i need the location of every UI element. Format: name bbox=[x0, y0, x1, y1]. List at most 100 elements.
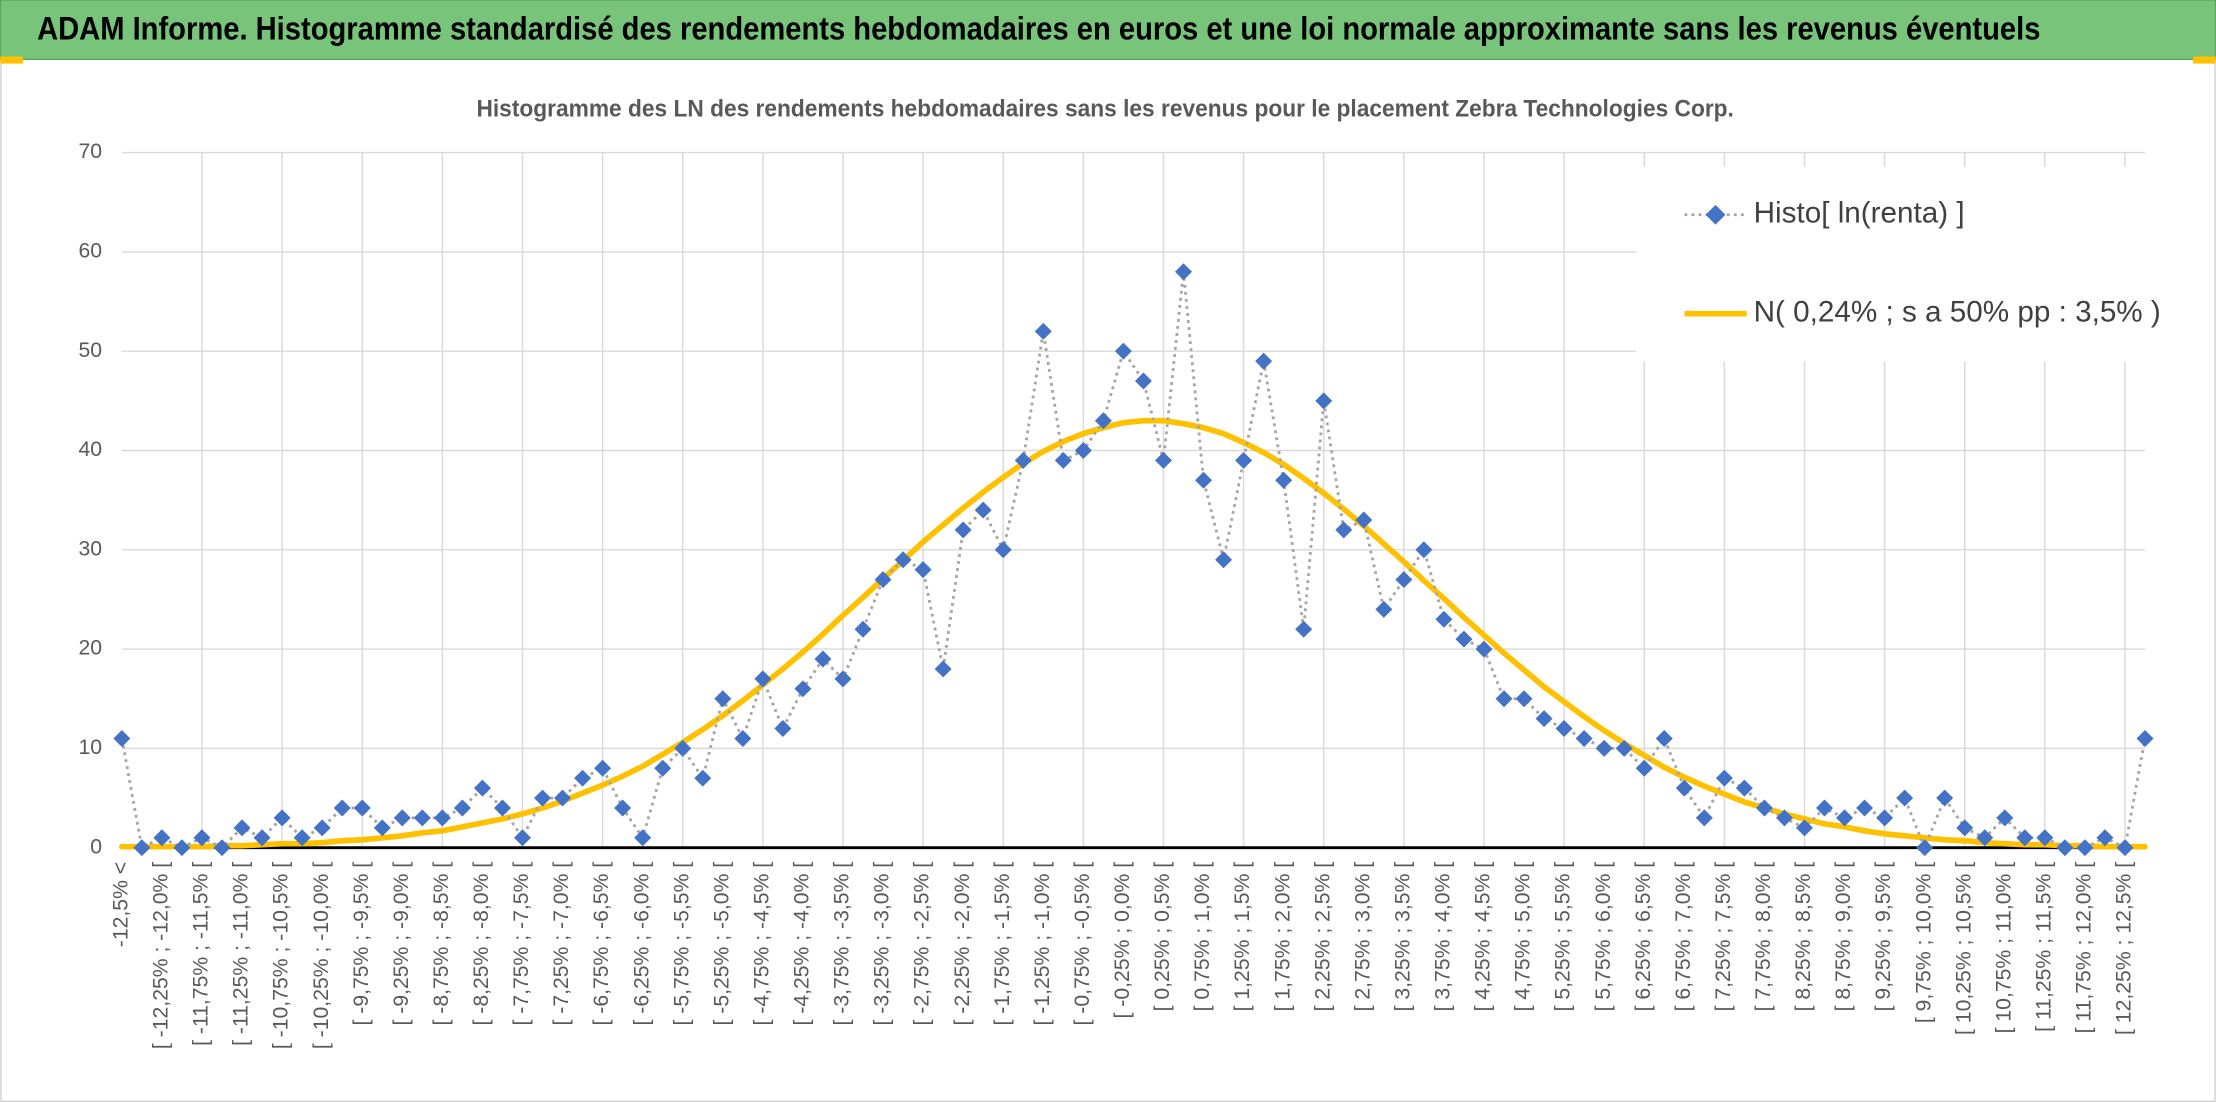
histogram-point bbox=[574, 769, 592, 787]
histogram-point bbox=[1495, 690, 1513, 708]
x-tick-label: [ -0,25% ; 0,0% [ bbox=[1111, 862, 1134, 1019]
histogram-point bbox=[814, 650, 832, 668]
histogram-point bbox=[1034, 322, 1052, 340]
histogram-point bbox=[1315, 392, 1333, 410]
histogram-point bbox=[393, 809, 411, 827]
histogram-point bbox=[2056, 839, 2074, 857]
histogram-point bbox=[714, 690, 732, 708]
histogram-point bbox=[1896, 789, 1914, 807]
histogram-point bbox=[173, 839, 191, 857]
x-tick-label: [ -3,75% ; -3,5% [ bbox=[831, 862, 854, 1026]
x-tick-label: [ -5,75% ; -5,5% [ bbox=[670, 862, 693, 1026]
x-tick-label: [ 10,25% ; 10,5% [ bbox=[1952, 862, 1975, 1035]
x-tick-label: -12,5% < bbox=[109, 862, 132, 947]
x-tick-label: [ -2,75% ; -2,5% [ bbox=[911, 862, 934, 1026]
histogram-point bbox=[1555, 720, 1573, 738]
x-tick-label: [ -7,25% ; -7,0% [ bbox=[550, 862, 573, 1026]
histogram-point bbox=[834, 670, 852, 688]
histogram-point bbox=[373, 819, 391, 837]
histogram-point bbox=[1515, 690, 1533, 708]
x-tick-label: [ 1,75% ; 2,0% [ bbox=[1271, 862, 1294, 1012]
x-tick-label: [ 3,25% ; 3,5% [ bbox=[1391, 862, 1414, 1012]
histogram-point bbox=[694, 769, 712, 787]
histogram-point bbox=[1635, 759, 1653, 777]
header-bar bbox=[0, 0, 2216, 61]
x-tick-label: [ 9,75% ; 10,0% [ bbox=[1912, 862, 1935, 1023]
x-tick-label: [ -5,25% ; -5,0% [ bbox=[710, 862, 733, 1026]
x-tick-label: [ 2,75% ; 3,0% [ bbox=[1351, 862, 1374, 1012]
histogram-point bbox=[854, 620, 872, 638]
histogram-point bbox=[313, 819, 331, 837]
x-tick-label: [ 5,75% ; 6,0% [ bbox=[1592, 862, 1615, 1012]
x-tick-label: [ 0,25% ; 0,5% [ bbox=[1151, 862, 1174, 1012]
x-tick-label: [ -3,25% ; -3,0% [ bbox=[871, 862, 894, 1026]
histogram-point bbox=[293, 829, 311, 847]
accent bbox=[2193, 56, 2216, 64]
histogram-point bbox=[153, 829, 171, 847]
histogram-point bbox=[1916, 839, 1934, 857]
x-tick-label: [ -11,25% ; -11,0% [ bbox=[230, 862, 253, 1046]
histogram-point bbox=[954, 521, 972, 539]
legend: Histo[ ln(renta) ] N( 0,24% ; s a 50% pp … bbox=[1636, 166, 2161, 362]
y-tick-label: 10 bbox=[78, 736, 102, 759]
histogram-point bbox=[1355, 511, 1373, 529]
histogram-point bbox=[1094, 412, 1112, 430]
x-tick-label: [ 2,25% ; 2,5% [ bbox=[1311, 862, 1334, 1012]
y-tick-label: 60 bbox=[78, 239, 102, 262]
histogram-point bbox=[473, 779, 491, 797]
header-title: ADAM Informe. Histogramme standardisé de… bbox=[37, 11, 2040, 47]
x-tick-label: [ -4,75% ; -4,5% [ bbox=[750, 862, 773, 1026]
histogram-point bbox=[453, 799, 471, 817]
x-tick-label: [ 0,75% ; 1,0% [ bbox=[1191, 862, 1214, 1012]
histogram-point bbox=[1996, 809, 2014, 827]
histogram-point bbox=[1735, 779, 1753, 797]
grid bbox=[121, 151, 2146, 849]
histogram-point bbox=[1134, 372, 1152, 390]
x-tick-label: [ -7,75% ; -7,5% [ bbox=[510, 862, 533, 1026]
y-tick-label: 30 bbox=[78, 537, 102, 560]
accent bbox=[0, 56, 23, 64]
histogram-point bbox=[614, 799, 632, 817]
x-tick-label: [ -8,25% ; -8,0% [ bbox=[470, 862, 493, 1026]
x-tick-label: [ 3,75% ; 4,0% [ bbox=[1432, 862, 1455, 1012]
y-tick-label: 50 bbox=[78, 339, 102, 362]
histogram-point bbox=[774, 720, 792, 738]
histogram-point bbox=[994, 541, 1012, 559]
x-tick-label: [ -1,25% ; -1,0% [ bbox=[1031, 862, 1054, 1026]
histogram-point bbox=[1455, 630, 1473, 648]
x-tick-label: [ -6,75% ; -6,5% [ bbox=[590, 862, 613, 1026]
x-tick-label: [ 4,75% ; 5,0% [ bbox=[1512, 862, 1535, 1012]
histogram-point bbox=[353, 799, 371, 817]
x-tick-label: [ 5,25% ; 5,5% [ bbox=[1552, 862, 1575, 1012]
histogram-point bbox=[1375, 600, 1393, 618]
x-tick-label: [ 11,25% ; 11,5% [ bbox=[2032, 862, 2055, 1032]
x-tick-label: [ -9,75% ; -9,5% [ bbox=[350, 862, 373, 1026]
histogram-point bbox=[914, 561, 932, 579]
histogram-point bbox=[1936, 789, 1954, 807]
histogram-point bbox=[2136, 729, 2154, 747]
legend-label: N( 0,24% ; s a 50% pp : 3,5% ) bbox=[1754, 295, 2161, 328]
x-tick-label: [ -2,25% ; -2,0% [ bbox=[951, 862, 974, 1026]
y-tick-label: 40 bbox=[78, 438, 102, 461]
histogram-point bbox=[2096, 829, 2114, 847]
histogram-point bbox=[1695, 809, 1713, 827]
histogram-point bbox=[1175, 263, 1192, 281]
x-tick-label: [ -11,75% ; -11,5% [ bbox=[190, 862, 213, 1046]
x-tick-label: [ -9,25% ; -9,0% [ bbox=[390, 862, 413, 1026]
histogram-point bbox=[1114, 342, 1132, 360]
x-tick-label: [ 10,75% ; 11,0% [ bbox=[1992, 862, 2015, 1034]
histogram-point bbox=[413, 809, 431, 827]
histogram-point bbox=[754, 670, 772, 688]
histogram-point bbox=[113, 729, 131, 747]
x-tick-label: [ -10,25% ; -10,0% [ bbox=[310, 862, 333, 1049]
histogram-point bbox=[594, 759, 612, 777]
histogram-point bbox=[253, 829, 271, 847]
histogram-point bbox=[534, 789, 551, 807]
x-tick-label: [ 9,25% ; 9,5% [ bbox=[1872, 862, 1895, 1012]
x-tick-label: [ 4,25% ; 4,5% [ bbox=[1472, 862, 1495, 1012]
histogram-point bbox=[734, 729, 752, 747]
histogram-point bbox=[213, 839, 231, 857]
x-tick-label: [ 7,25% ; 7,5% [ bbox=[1712, 862, 1735, 1012]
histogram-point bbox=[493, 799, 511, 817]
x-tick-label: [ 6,75% ; 7,0% [ bbox=[1672, 862, 1695, 1012]
